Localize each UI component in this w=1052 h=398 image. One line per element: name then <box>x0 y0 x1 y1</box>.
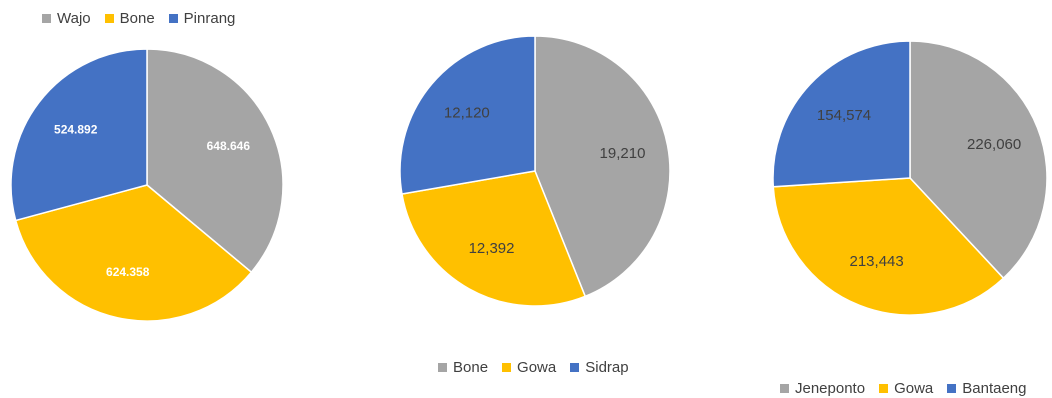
legend-label: Gowa <box>894 380 934 397</box>
data-label: 648.646 <box>207 139 251 153</box>
legend-label: Sidrap <box>585 359 629 376</box>
pie-plot: 19,210 12,392 12,120 <box>399 35 671 307</box>
legend-item: Gowa <box>879 380 933 397</box>
legend-label: Jeneponto <box>795 380 866 397</box>
pie-slice-pinrang <box>10 48 148 222</box>
legend: Wajo Bone Pinrang <box>42 10 235 27</box>
legend: Jeneponto Gowa Bantaeng <box>780 380 1027 397</box>
legend-swatch <box>438 363 447 372</box>
pie-slice-gowa <box>401 170 587 307</box>
data-label: 524.892 <box>54 123 98 137</box>
pie-chart-2: 19,210 12,392 12,120 Bone Gowa Sidrap <box>380 0 700 398</box>
pie-slice-gowa <box>772 177 1005 316</box>
legend-swatch <box>947 384 957 393</box>
legend-label: Bone <box>119 10 155 27</box>
legend-item: Bone <box>438 359 488 376</box>
legend: Bone Gowa Sidrap <box>438 359 629 376</box>
legend-label: Pinrang <box>183 10 236 27</box>
legend-label: Gowa <box>517 359 557 376</box>
data-label: 19,210 <box>600 145 646 162</box>
pie-plot: 226,060 213,443 154,574 <box>772 40 1048 316</box>
legend-swatch <box>168 14 178 23</box>
data-label: 154,574 <box>817 107 871 124</box>
legend-label: Bantaeng <box>962 380 1027 397</box>
legend-label: Wajo <box>57 10 91 27</box>
pie-slice-bone <box>534 35 671 298</box>
data-label: 213,443 <box>850 253 904 270</box>
pie-chart-3: 226,060 213,443 154,574 Jeneponto Gowa Ban… <box>752 0 1052 398</box>
pie-chart-1: Wajo Bone Pinrang 648.646 624.358 524.892 <box>0 0 300 398</box>
pie-slice-bantaeng <box>772 40 911 188</box>
pie-plot: 648.646 624.358 524.892 <box>10 48 284 322</box>
data-label: 624.358 <box>106 265 150 279</box>
pie-slice-wajo <box>146 48 284 274</box>
legend-item: Pinrang <box>168 10 236 27</box>
legend-label: Bone <box>453 359 489 376</box>
legend-item: Gowa <box>502 359 556 376</box>
legend-item: Wajo <box>42 10 91 27</box>
legend-swatch <box>570 363 580 372</box>
pie-slice-sidrap <box>399 35 536 195</box>
legend-item: Sidrap <box>570 359 629 376</box>
legend-swatch <box>780 384 789 393</box>
pie-slice-jeneponto <box>909 40 1048 280</box>
data-label: 12,120 <box>444 105 490 122</box>
data-label: 12,392 <box>469 240 515 257</box>
legend-item: Bone <box>104 10 155 27</box>
data-label: 226,060 <box>967 136 1021 153</box>
legend-swatch <box>502 363 512 372</box>
legend-item: Bantaeng <box>947 380 1027 397</box>
legend-swatch <box>104 14 114 23</box>
pie-slice-bone <box>14 184 253 322</box>
legend-item: Jeneponto <box>780 380 865 397</box>
legend-swatch <box>42 14 51 23</box>
legend-swatch <box>879 384 889 393</box>
